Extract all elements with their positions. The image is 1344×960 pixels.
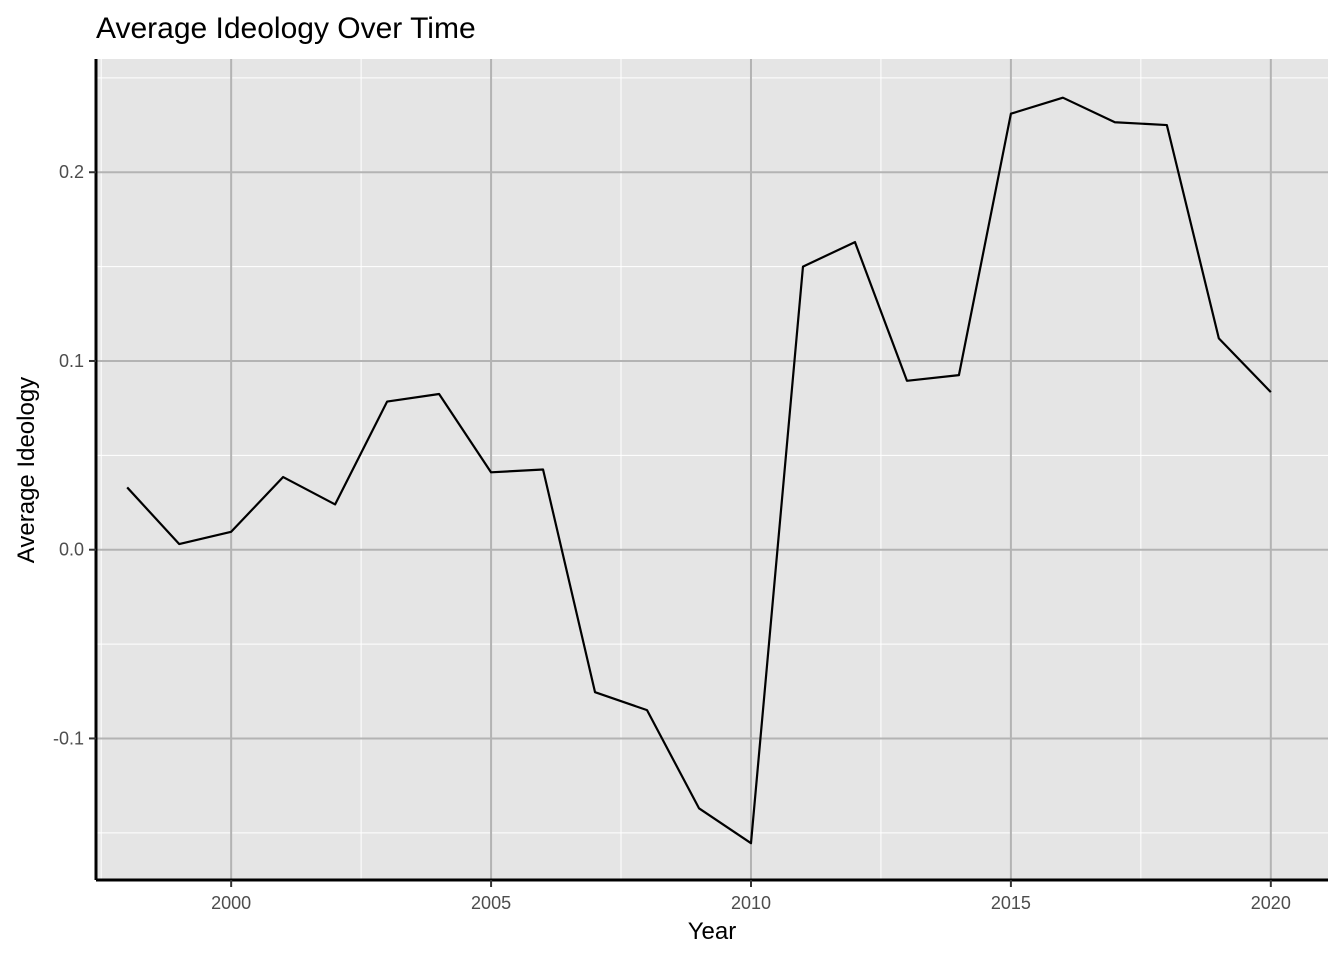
chart-title: Average Ideology Over Time — [96, 12, 476, 45]
x-axis-title: Year — [688, 918, 737, 945]
series-line — [126, 96, 1272, 845]
x-tick-label: 2005 — [471, 893, 511, 913]
y-axis-ticks: -0.1 0.0 0.1 0.2 — [53, 162, 96, 748]
y-tick-label: -0.1 — [53, 728, 84, 748]
major-gridlines — [96, 59, 1328, 880]
x-tick-label: 2010 — [731, 893, 771, 913]
plot-background — [96, 59, 1328, 880]
minor-gridlines — [96, 59, 1328, 880]
y-axis-title: Average Ideology — [13, 377, 40, 563]
x-tick-label: 2015 — [991, 893, 1031, 913]
x-axis-ticks: 2000 2005 2010 2015 2020 — [211, 880, 1291, 913]
x-tick-label: 2000 — [211, 893, 251, 913]
y-tick-label: 0.1 — [59, 351, 84, 371]
x-tick-label: 2020 — [1251, 893, 1291, 913]
y-tick-label: 0.2 — [59, 162, 84, 182]
y-tick-label: 0.0 — [59, 540, 84, 560]
